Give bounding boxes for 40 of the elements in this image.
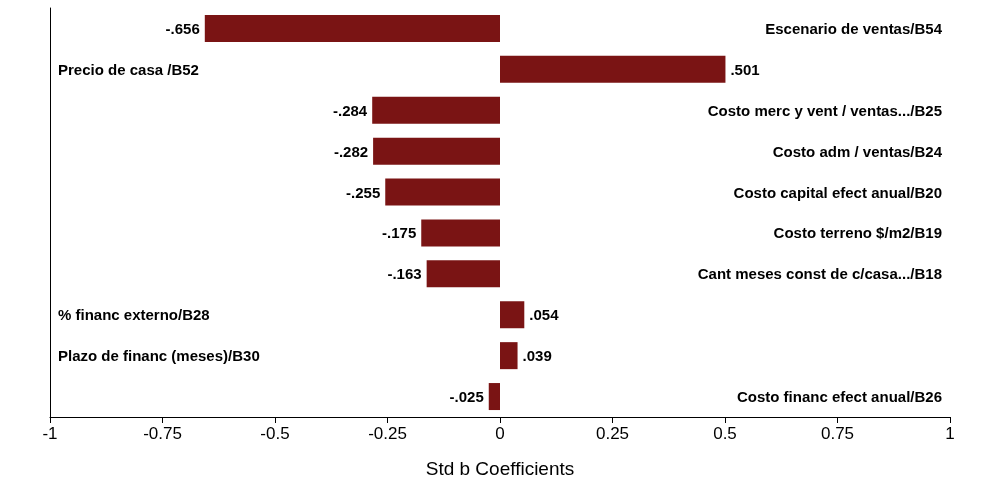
- y-tick-label: Costo capital efect anual/B20: [733, 183, 942, 201]
- bar: [204, 14, 500, 42]
- bar: [488, 383, 500, 411]
- x-tick-label: -0.5: [260, 424, 290, 443]
- bar: [426, 260, 500, 288]
- data-label: -.656: [165, 19, 200, 37]
- y-tick-label: % financ externo/B28: [58, 306, 210, 324]
- x-tick-label: 0.25: [595, 424, 630, 443]
- y-tick-label: Plazo de financ (meses)/B30: [58, 347, 260, 365]
- data-label: -.175: [382, 224, 417, 242]
- bar: [373, 137, 500, 165]
- bar: [500, 55, 726, 83]
- x-tick-label: -1: [42, 424, 58, 443]
- x-tick-label: 0.75: [820, 424, 855, 443]
- bar: [500, 342, 518, 370]
- bar: [385, 178, 500, 206]
- y-tick-label: Costo adm / ventas/B24: [772, 142, 943, 160]
- data-label: -.284: [333, 101, 368, 119]
- x-tick-label: -0.25: [368, 424, 407, 443]
- x-axis-title: Std b Coefficients: [425, 458, 575, 479]
- data-label: .501: [730, 60, 760, 78]
- data-label: .054: [529, 306, 560, 324]
- x-tick-label: 0.5: [713, 424, 737, 443]
- y-tick-label: Costo terreno $/m2/B19: [773, 224, 942, 242]
- y-tick-label: Precio de casa /B52: [58, 60, 199, 78]
- y-tick-label: Escenario de ventas/B54: [765, 19, 943, 37]
- x-tick-label: 1: [945, 424, 955, 443]
- data-label: -.025: [449, 388, 484, 406]
- y-tick-label: Costo merc y vent / ventas.../B25: [707, 101, 942, 119]
- data-label: -.255: [346, 183, 381, 201]
- y-tick-label: Cant meses const de c/casa.../B18: [697, 265, 942, 283]
- bar: [372, 96, 500, 124]
- data-label: .039: [522, 347, 552, 365]
- data-label: -.163: [387, 265, 422, 283]
- x-tick-label: -0.75: [143, 424, 182, 443]
- bar: [421, 219, 500, 247]
- bar: [500, 301, 525, 329]
- data-label: -.282: [333, 142, 369, 160]
- y-tick-label: Costo financ efect anual/B26: [736, 388, 942, 406]
- x-tick-label: 0: [495, 424, 505, 443]
